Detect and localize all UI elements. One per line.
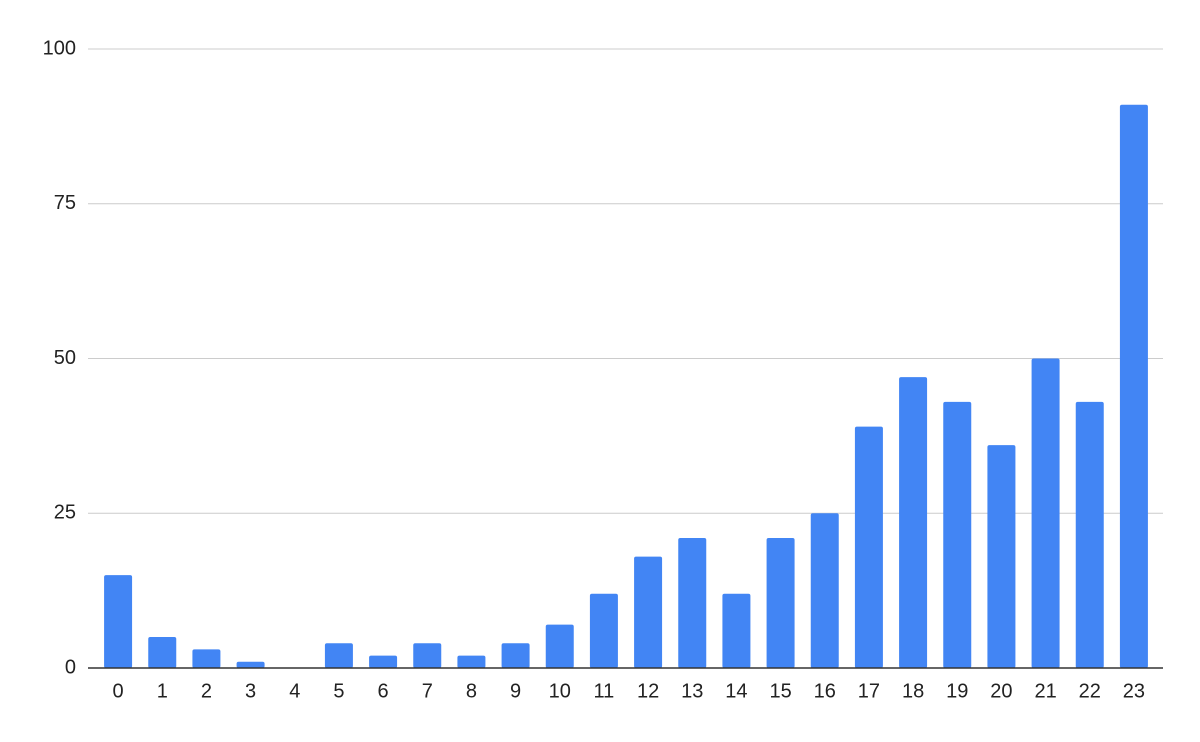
x-tick-label: 12 bbox=[637, 680, 659, 702]
y-tick-label: 0 bbox=[65, 656, 76, 678]
x-tick-label: 22 bbox=[1079, 680, 1101, 702]
x-tick-label: 2 bbox=[201, 680, 212, 702]
y-tick-label: 100 bbox=[43, 37, 76, 59]
bar bbox=[943, 401, 972, 668]
x-tick-label: 13 bbox=[681, 680, 703, 702]
x-tick-label: 0 bbox=[113, 680, 124, 702]
x-tick-label: 21 bbox=[1034, 680, 1056, 702]
x-tick-label: 4 bbox=[289, 680, 300, 702]
bar bbox=[369, 655, 398, 668]
x-tick-label: 9 bbox=[510, 680, 521, 702]
bar bbox=[104, 575, 133, 668]
bar bbox=[722, 593, 751, 668]
bar bbox=[1119, 104, 1148, 668]
x-tick-label: 7 bbox=[422, 680, 433, 702]
bar bbox=[1031, 358, 1060, 668]
bar bbox=[413, 643, 442, 668]
x-tick-label: 6 bbox=[378, 680, 389, 702]
bar bbox=[457, 655, 486, 668]
bar bbox=[678, 538, 707, 668]
bar bbox=[987, 445, 1016, 668]
x-tick-label: 11 bbox=[594, 680, 615, 702]
x-tick-label: 17 bbox=[858, 680, 880, 702]
x-tick-label: 16 bbox=[814, 680, 836, 702]
x-tick-label: 18 bbox=[902, 680, 924, 702]
bar bbox=[236, 661, 265, 668]
x-tick-label: 15 bbox=[769, 680, 791, 702]
bar bbox=[324, 643, 353, 668]
bar bbox=[501, 643, 530, 668]
bar bbox=[1075, 401, 1104, 668]
bar bbox=[899, 377, 928, 668]
x-tick-label: 8 bbox=[466, 680, 477, 702]
bar bbox=[634, 556, 663, 668]
x-tick-label: 5 bbox=[333, 680, 344, 702]
bar bbox=[854, 426, 883, 668]
y-tick-label: 25 bbox=[54, 502, 76, 524]
x-tick-label: 14 bbox=[725, 680, 747, 702]
x-tick-label: 20 bbox=[990, 680, 1012, 702]
y-tick-label: 75 bbox=[54, 192, 76, 214]
x-tick-label: 19 bbox=[946, 680, 968, 702]
bar bbox=[192, 649, 221, 668]
bar bbox=[148, 637, 177, 668]
bar bbox=[545, 624, 574, 668]
x-tick-label: 23 bbox=[1123, 680, 1145, 702]
bar bbox=[810, 513, 839, 668]
x-tick-label: 1 bbox=[157, 680, 168, 702]
bar bbox=[766, 538, 795, 668]
x-tick-label: 10 bbox=[549, 680, 571, 702]
bar bbox=[589, 593, 618, 668]
y-tick-label: 50 bbox=[54, 347, 76, 369]
x-tick-label: 3 bbox=[245, 680, 256, 702]
